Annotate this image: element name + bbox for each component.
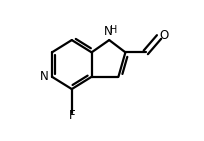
Text: H: H (110, 25, 117, 35)
Text: N: N (103, 25, 112, 38)
Text: N: N (40, 70, 49, 83)
Text: O: O (159, 29, 168, 42)
Text: F: F (68, 109, 75, 122)
